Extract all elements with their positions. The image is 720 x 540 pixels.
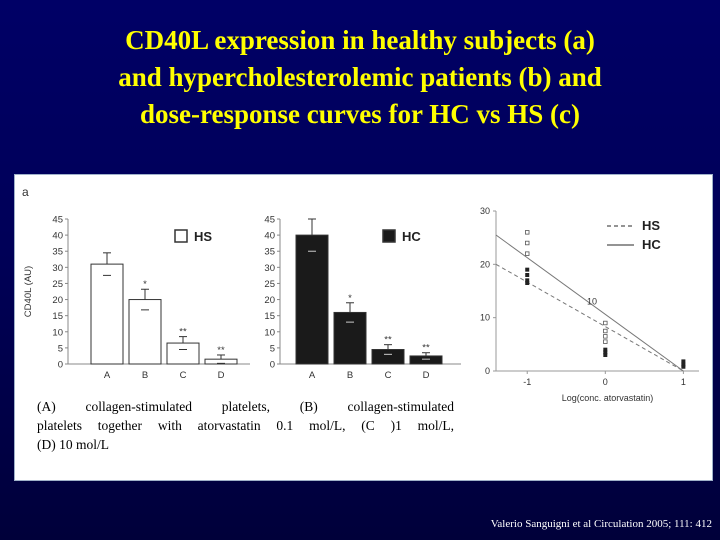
bar-b: [128, 299, 162, 365]
citation: Valerio Sanguigni et al Circulation 2005…: [490, 518, 712, 530]
significance-mark: *: [143, 279, 147, 290]
y-tick-label: 20: [480, 259, 490, 269]
data-point-open: [525, 251, 530, 256]
y-tick-label: 35: [264, 247, 275, 258]
bar-c: [166, 342, 200, 365]
chart-hs-bars: 0 5 10 15 20 25 30 35 40 45 CD40L (AU) A B * C ** D ** HS: [23, 215, 250, 381]
data-point-open: [603, 320, 608, 326]
bar-a: [90, 263, 124, 365]
chart-dose-response: 0 10 20 30 -1 0 1 Log(conc. atorvastatin) 10 HS HC: [480, 206, 699, 403]
legend-label-hs: HS: [642, 218, 660, 233]
x-tick-label: A: [309, 370, 316, 381]
y-tick-label: 0: [58, 360, 63, 371]
caption-line-3: (D) 10 mol/L: [37, 437, 109, 452]
caption-line-2: platelets together with atorvastatin 0.1…: [37, 418, 454, 433]
x-tick-label: D: [218, 370, 225, 381]
x-tick-label: B: [347, 370, 353, 381]
data-point-filled: [681, 362, 686, 367]
y-tick-label: 25: [52, 279, 63, 290]
x-tick-label: A: [104, 370, 111, 381]
bar-b: [333, 311, 367, 365]
significance-mark: **: [179, 327, 187, 338]
bar-a: [295, 234, 329, 365]
significance-mark: **: [384, 335, 392, 346]
chart-hc-bars: 0 5 10 15 20 25 30 35 40 45 A B * C ** D ** HC: [264, 215, 461, 381]
data-point-open: [525, 240, 530, 246]
legend-label-hc: HC: [642, 237, 661, 252]
x-tick-label: 1: [681, 377, 686, 387]
data-point-filled: [603, 353, 608, 357]
caption-line-1: (A) collagen-stimulated platelets, (B) c…: [37, 399, 454, 414]
title-line-2: and hypercholesterolemic patients (b) an…: [118, 62, 602, 92]
curve-annotation: 10: [587, 296, 597, 306]
x-tick-label: 0: [603, 377, 608, 387]
y-tick-label: 30: [480, 206, 490, 216]
y-tick-label: 10: [480, 313, 490, 323]
legend-label: HC: [402, 229, 421, 244]
data-point-filled: [603, 347, 608, 352]
bar-d: [204, 358, 238, 365]
y-tick-label: 20: [264, 295, 275, 306]
data-point-open: [603, 339, 608, 344]
significance-mark: **: [422, 343, 430, 354]
y-tick-label: 20: [52, 295, 63, 306]
y-tick-label: 45: [52, 215, 63, 226]
bar-c: [371, 349, 405, 365]
x-tick-label: C: [385, 370, 392, 381]
significance-mark: **: [217, 345, 225, 356]
legend-swatch: [174, 229, 188, 243]
y-tick-label: 40: [52, 231, 63, 242]
y-tick-label: 5: [270, 343, 275, 354]
title-line-1: CD40L expression in healthy subjects (a): [125, 25, 595, 55]
y-tick-label: 10: [264, 327, 275, 338]
figure-panel: a 0 5 10 15 20 25 30 35 40 45 CD40L (AU) A B * C ** D ** H…: [14, 174, 713, 481]
y-tick-label: 35: [52, 247, 63, 258]
legend-label: HS: [194, 229, 212, 244]
data-point-filled: [603, 350, 608, 355]
y-tick-label: 40: [264, 231, 275, 242]
y-tick-label: 0: [485, 366, 490, 376]
data-point-open: [525, 230, 530, 235]
y-tick-label: 30: [52, 263, 63, 274]
significance-mark: *: [348, 293, 352, 304]
series-line-hs: [495, 263, 684, 372]
data-point-filled: [525, 278, 530, 283]
data-point-open: [603, 334, 608, 339]
data-point-filled: [525, 281, 530, 285]
x-axis-label: Log(conc. atorvastatin): [562, 393, 654, 403]
data-point-filled: [525, 273, 530, 277]
y-tick-label: 45: [264, 215, 275, 226]
title-line-3: dose-response curves for HC vs HS (c): [140, 99, 580, 129]
y-tick-label: 25: [264, 279, 275, 290]
y-tick-label: 5: [58, 343, 63, 354]
bar-d: [409, 355, 443, 365]
slide-title: CD40L expression in healthy subjects (a)…: [20, 22, 700, 133]
y-tick-label: 15: [52, 311, 63, 322]
x-tick-label: C: [180, 370, 187, 381]
figure-label: a: [22, 185, 29, 199]
y-tick-label: 15: [264, 311, 275, 322]
y-tick-label: 0: [270, 360, 275, 371]
figure-caption: (A) collagen-stimulated platelets, (B) c…: [37, 397, 454, 454]
x-tick-label: -1: [523, 377, 531, 387]
x-tick-label: B: [142, 370, 148, 381]
data-point-filled: [681, 364, 686, 369]
data-point-open: [603, 328, 608, 334]
y-tick-label: 30: [264, 263, 275, 274]
data-point-filled: [681, 359, 686, 364]
y-axis-label: CD40L (AU): [23, 266, 34, 317]
series-line-hc: [495, 234, 684, 372]
y-tick-label: 10: [52, 327, 63, 338]
data-point-filled: [525, 267, 530, 272]
x-tick-label: D: [423, 370, 430, 381]
legend-swatch: [382, 229, 396, 243]
